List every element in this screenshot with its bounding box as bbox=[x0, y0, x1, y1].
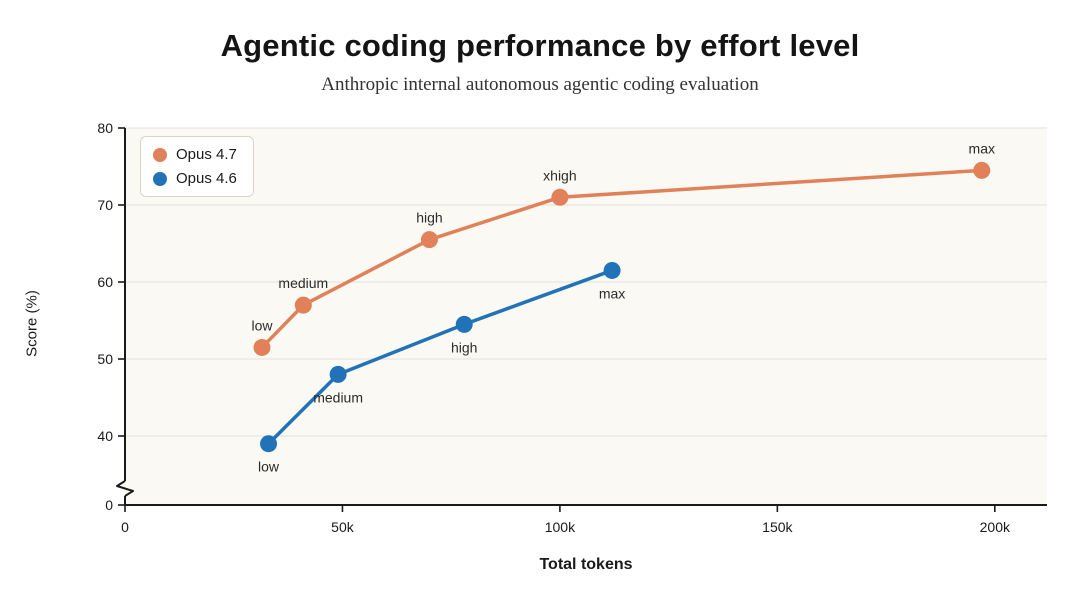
y-tick-label: 50 bbox=[97, 351, 113, 367]
legend-swatch-icon bbox=[153, 171, 167, 186]
point-label: high bbox=[451, 339, 477, 355]
x-axis-title: Total tokens bbox=[539, 556, 633, 573]
chart-subtitle: Anthropic internal autonomous agentic co… bbox=[321, 74, 759, 95]
y-tick-label: 60 bbox=[97, 274, 113, 290]
legend-swatch-icon bbox=[153, 147, 167, 162]
data-point bbox=[294, 296, 312, 314]
point-label: low bbox=[251, 317, 273, 333]
x-tick-label: 0 bbox=[121, 519, 129, 535]
x-tick-label: 100k bbox=[545, 519, 576, 535]
data-point bbox=[973, 161, 991, 179]
plot-background bbox=[125, 128, 1047, 505]
y-tick-label: 40 bbox=[97, 428, 113, 444]
data-point bbox=[551, 188, 569, 206]
legend-label: Opus 4.7 bbox=[176, 146, 237, 163]
data-point bbox=[329, 365, 347, 383]
y-origin-label: 0 bbox=[105, 497, 113, 513]
legend-item: Opus 4.6 bbox=[153, 170, 237, 187]
y-axis-title: Score (%) bbox=[23, 290, 41, 357]
point-label: max bbox=[599, 285, 625, 301]
point-label: xhigh bbox=[543, 167, 576, 183]
y-tick-label: 70 bbox=[97, 197, 113, 213]
data-point bbox=[253, 338, 271, 356]
y-axis-break bbox=[116, 480, 134, 497]
legend-label: Opus 4.6 bbox=[176, 170, 237, 187]
y-tick-label: 80 bbox=[97, 120, 113, 136]
series-line-opus-4-6 bbox=[266, 268, 614, 446]
data-point bbox=[603, 261, 621, 279]
point-label: medium bbox=[278, 275, 328, 291]
x-tick-label: 50k bbox=[331, 519, 355, 535]
x-tick-label: 200k bbox=[980, 519, 1011, 535]
legend-item: Opus 4.7 bbox=[153, 146, 237, 163]
data-point bbox=[260, 435, 278, 453]
point-label: high bbox=[416, 210, 442, 226]
point-label: max bbox=[969, 140, 995, 156]
chart-title: Agentic coding performance by effort lev… bbox=[220, 28, 860, 63]
data-point bbox=[420, 231, 438, 249]
x-tick-label: 150k bbox=[762, 519, 793, 535]
point-label: medium bbox=[313, 389, 363, 405]
chart-legend: Opus 4.7 Opus 4.6 bbox=[140, 136, 254, 197]
data-point bbox=[455, 315, 473, 333]
point-label: low bbox=[258, 459, 280, 475]
